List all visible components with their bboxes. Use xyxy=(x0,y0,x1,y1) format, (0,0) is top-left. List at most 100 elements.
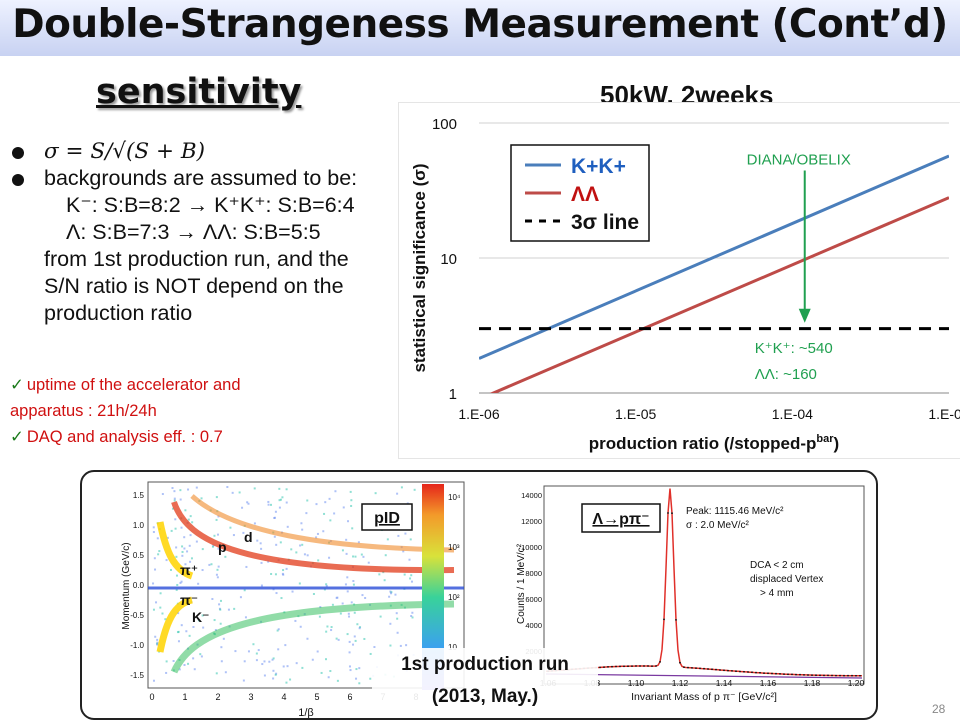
pid-x-tick: 6 xyxy=(347,692,352,702)
pid-y-tick: 0.5 xyxy=(133,551,145,560)
pion-minus-band xyxy=(156,596,194,653)
y-tick-label: 1 xyxy=(449,386,457,403)
sigma-formula: σ = S/√(S + B) xyxy=(44,139,206,164)
particle-label: K⁻ xyxy=(192,609,210,625)
slide-title: Double-Strangeness Measurement (Cont’d) xyxy=(12,2,948,47)
pid-x-tick: 0 xyxy=(149,692,154,702)
pid-label: pID xyxy=(374,510,400,527)
pid-y-tick: -1.0 xyxy=(130,641,144,650)
from-line-1: from 1st production run, and the xyxy=(44,247,349,271)
mass-background-curve xyxy=(545,673,863,679)
pid-xlabel: 1/β xyxy=(298,707,314,718)
pid-axis-ticks: 012345678-1.5-1.0-0.50.00.51.01.5 xyxy=(130,491,418,702)
background-intro: backgrounds are assumed to be: xyxy=(44,166,358,190)
x-tick-label: 1.E-05 xyxy=(615,406,656,422)
section-heading: sensitivity xyxy=(96,72,302,112)
colorbar-tick: 10³ xyxy=(448,543,460,552)
mass-x-tick: 1.16 xyxy=(760,678,777,688)
check-daq-text: DAQ and analysis eff. : 0.7 xyxy=(26,428,223,446)
particle-label: d xyxy=(244,529,253,545)
colorbar-ticks: 10⁴ 10³ 10² 10 xyxy=(448,493,461,652)
first-run-box: 012345678-1.5-1.0-0.50.00.51.01.5 1/β Mo… xyxy=(80,470,878,720)
pid-colorbar xyxy=(422,484,444,690)
x-tick-label: 1.E-06 xyxy=(458,406,499,422)
y-axis-label: statistical significance (σ) xyxy=(410,163,429,372)
bullet-dot xyxy=(12,147,24,159)
mass-y-tick: 8000 xyxy=(525,569,542,578)
x-tick-label: 1.E-03 xyxy=(928,406,960,422)
mass-y-tick: 14000 xyxy=(521,491,542,500)
run-caption-line-1: 1st production run xyxy=(401,654,569,675)
mass-y-tick: 4000 xyxy=(525,621,542,630)
pid-y-tick: 1.0 xyxy=(133,521,145,530)
significance-plot-panel: 1 10 100 1.E-06 1.E-05 1.E-04 1.E-03 production… xyxy=(398,102,960,459)
checkmark-icon: ✓ xyxy=(10,428,24,446)
proton-band xyxy=(171,501,455,574)
pid-x-tick: 2 xyxy=(215,692,220,702)
mass-ylabel: Counts / 1 MeV/c² xyxy=(516,543,527,624)
pid-y-tick: -0.5 xyxy=(130,611,144,620)
arrow-label: DIANA/OBELIX xyxy=(747,151,851,168)
kminus-line: K⁻: S:B=8:2 → K⁺K⁺: S:B=6:4 xyxy=(66,193,355,217)
chart-series xyxy=(479,154,949,393)
pid-label-box xyxy=(361,503,413,531)
check-uptime-line1: uptime of the accelerator and xyxy=(26,376,241,394)
first-run-figures: 012345678-1.5-1.0-0.50.00.51.01.5 1/β Mo… xyxy=(121,481,865,719)
mass-x-tick: 1.12 xyxy=(672,678,689,688)
colorbar-tick: 10 xyxy=(448,643,457,652)
efficiency-checks: ✓ uptime of the accelerator and apparatus… xyxy=(10,372,241,450)
legend-label: 3σ line xyxy=(571,211,639,234)
page-number: 28 xyxy=(932,702,946,716)
lambda-label-box xyxy=(581,503,661,533)
x-axis-label: production ratio (/stopped-pbar) xyxy=(589,433,839,453)
x-tick-label: 1.E-04 xyxy=(772,406,813,422)
chart-axes: 1 10 100 1.E-06 1.E-05 1.E-04 1.E-03 production… xyxy=(410,116,960,453)
chart-legend: K+K+ ΛΛ 3σ line xyxy=(510,144,650,242)
colorbar-tick: 10² xyxy=(448,593,460,602)
pion-plus-band xyxy=(156,521,194,580)
assumption-bullets: σ = S/√(S + B) backgrounds are assumed t… xyxy=(10,138,400,327)
colorbar-tick: 10⁴ xyxy=(448,493,461,502)
pid-x-tick: 3 xyxy=(248,692,253,702)
pid-x-tick: 1 xyxy=(182,692,187,702)
pid-ylabel: Momentum (GeV/c) xyxy=(121,542,132,629)
ll-count-label: ΛΛ: ~160 xyxy=(755,366,817,383)
run-caption-line-2: (2013, May.) xyxy=(432,686,538,707)
mass-y-tick: 6000 xyxy=(525,595,542,604)
from-line-2: S/N ratio is NOT depend on the xyxy=(44,274,344,298)
mass-x-tick: 1.10 xyxy=(628,678,645,688)
lambda-line: Λ: S:B=7:3 → ΛΛ: S:B=5:5 xyxy=(66,220,321,244)
pid-y-tick: 1.5 xyxy=(133,491,145,500)
arrow-head xyxy=(798,308,811,323)
mass-axis-ticks: 1.061.081.101.121.141.161.181.2020004000… xyxy=(521,491,864,688)
y-tick-label: 100 xyxy=(432,116,457,133)
deuteron-band xyxy=(190,494,455,553)
y-tick-label: 10 xyxy=(440,251,457,268)
mass-y-tick: 10000 xyxy=(521,543,542,552)
mass-x-tick: 1.14 xyxy=(716,678,733,688)
pid-y-tick: -1.5 xyxy=(130,671,144,680)
title-bar xyxy=(0,0,960,56)
mass-cut-text-2: displaced Vertex xyxy=(750,574,823,585)
pid-x-tick: 4 xyxy=(281,692,286,702)
mass-peak-text: Peak: 1115.46 MeV/c² xyxy=(686,506,784,517)
bullet-background: backgrounds are assumed to be: xyxy=(10,165,400,192)
pid-particle-labels: π⁺ p d π⁻K⁻ xyxy=(180,529,253,625)
particle-label: π⁻ xyxy=(180,592,198,608)
run-caption-backdrop xyxy=(372,648,598,710)
mass-x-tick: 1.18 xyxy=(804,678,821,688)
particle-label: p xyxy=(218,539,227,555)
check-daq: ✓ DAQ and analysis eff. : 0.7 xyxy=(10,424,241,450)
checkmark-icon: ✓ xyxy=(10,376,24,394)
mass-sigma-text: σ : 2.0 MeV/c² xyxy=(686,520,750,531)
mass-xlabel: Invariant Mass of p π⁻ [GeV/c²] xyxy=(631,691,777,703)
check-uptime-line2: apparatus : 21h/24h xyxy=(10,402,157,420)
legend-label: K+K+ xyxy=(571,155,626,178)
pid-x-tick: 5 xyxy=(314,692,319,702)
bullet-dot xyxy=(12,174,24,186)
from-line-3: production ratio xyxy=(44,301,193,325)
mass-x-tick: 1.20 xyxy=(848,678,865,688)
pid-y-tick: 0.0 xyxy=(133,581,145,590)
mass-cut-text-3: > 4 mm xyxy=(760,588,794,599)
bullet-formula: σ = S/√(S + B) xyxy=(10,138,400,165)
